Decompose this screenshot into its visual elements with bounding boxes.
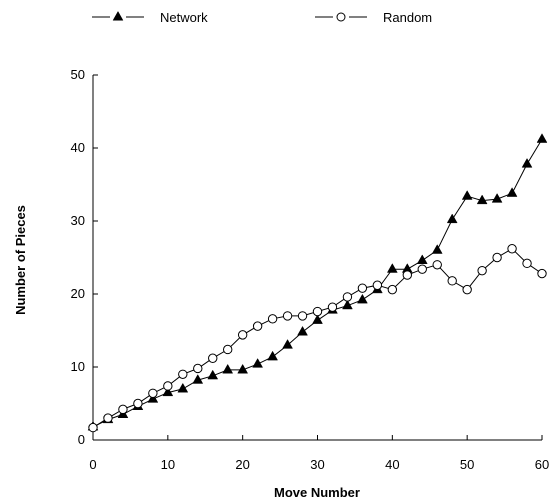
x-tick-label: 40 <box>385 457 399 472</box>
y-tick-label: 40 <box>71 140 85 155</box>
data-point <box>327 302 338 312</box>
data-point <box>312 306 323 317</box>
x-tick-label: 60 <box>535 457 549 472</box>
legend-item-network: Network <box>92 10 208 25</box>
y-tick-label: 10 <box>71 359 85 374</box>
x-tick-label: 20 <box>235 457 249 472</box>
data-point <box>416 254 428 264</box>
data-point <box>282 311 293 321</box>
axes: 0 10 20 30 40 50 0 10 20 30 40 50 60 <box>71 67 550 472</box>
data-point <box>147 393 159 403</box>
data-point <box>297 325 308 336</box>
data-point <box>133 398 143 409</box>
legend-marker <box>336 12 346 22</box>
legend-item-random: Random <box>315 10 432 25</box>
data-point <box>297 311 308 321</box>
data-point <box>522 258 532 269</box>
data-point <box>417 264 427 274</box>
data-point <box>536 133 548 143</box>
legend-label: Random <box>383 10 432 25</box>
data-point <box>192 374 204 384</box>
data-point <box>432 260 442 270</box>
data-point <box>372 280 383 290</box>
data-point <box>88 422 98 433</box>
series-layer <box>87 133 548 433</box>
data-point <box>222 363 234 374</box>
data-point <box>148 388 158 398</box>
data-point <box>342 299 353 310</box>
y-axis-title: Number of Pieces <box>13 205 28 315</box>
data-point <box>537 268 547 279</box>
data-point <box>462 284 472 295</box>
x-tick-label: 10 <box>161 457 175 472</box>
series-network <box>87 133 548 431</box>
data-point <box>178 369 188 379</box>
data-point <box>461 190 473 200</box>
y-tick-label: 0 <box>78 432 85 447</box>
legend: Network Random <box>92 10 432 25</box>
x-tick-label: 30 <box>310 457 324 472</box>
data-point <box>208 353 218 363</box>
data-point <box>267 314 278 324</box>
data-point <box>312 314 323 324</box>
legend-label: Network <box>160 10 208 25</box>
data-point <box>207 369 219 380</box>
data-point <box>357 283 368 293</box>
data-point <box>446 213 458 224</box>
data-point <box>177 382 189 393</box>
data-point <box>223 344 233 355</box>
data-point <box>103 413 113 423</box>
data-point <box>491 193 503 203</box>
data-point <box>506 187 518 197</box>
data-point <box>237 330 248 340</box>
data-point <box>252 358 264 368</box>
data-point <box>447 276 457 286</box>
legend-marker <box>112 10 124 21</box>
y-tick-label: 50 <box>71 67 85 82</box>
x-axis-title: Move Number <box>274 485 360 500</box>
data-point <box>252 321 263 331</box>
data-point <box>476 194 488 205</box>
data-point <box>507 244 517 254</box>
data-point <box>492 252 502 263</box>
data-point <box>118 404 128 415</box>
data-point <box>342 292 353 302</box>
data-point <box>521 158 533 168</box>
data-point <box>162 386 174 397</box>
data-point <box>431 244 443 254</box>
data-point <box>267 350 278 361</box>
series-line <box>92 138 543 428</box>
x-tick-label: 50 <box>460 457 474 472</box>
series-random <box>88 244 547 433</box>
y-tick-label: 20 <box>71 286 85 301</box>
data-point <box>193 363 203 374</box>
data-point <box>387 284 398 295</box>
data-point <box>237 363 249 374</box>
data-point <box>357 293 368 304</box>
x-tick-label: 0 <box>89 457 96 472</box>
data-point <box>402 270 412 280</box>
data-point <box>282 339 293 349</box>
series-line <box>92 248 543 429</box>
data-point <box>163 381 173 391</box>
data-point <box>386 263 398 273</box>
data-point <box>477 265 487 276</box>
y-tick-label: 30 <box>71 213 85 228</box>
